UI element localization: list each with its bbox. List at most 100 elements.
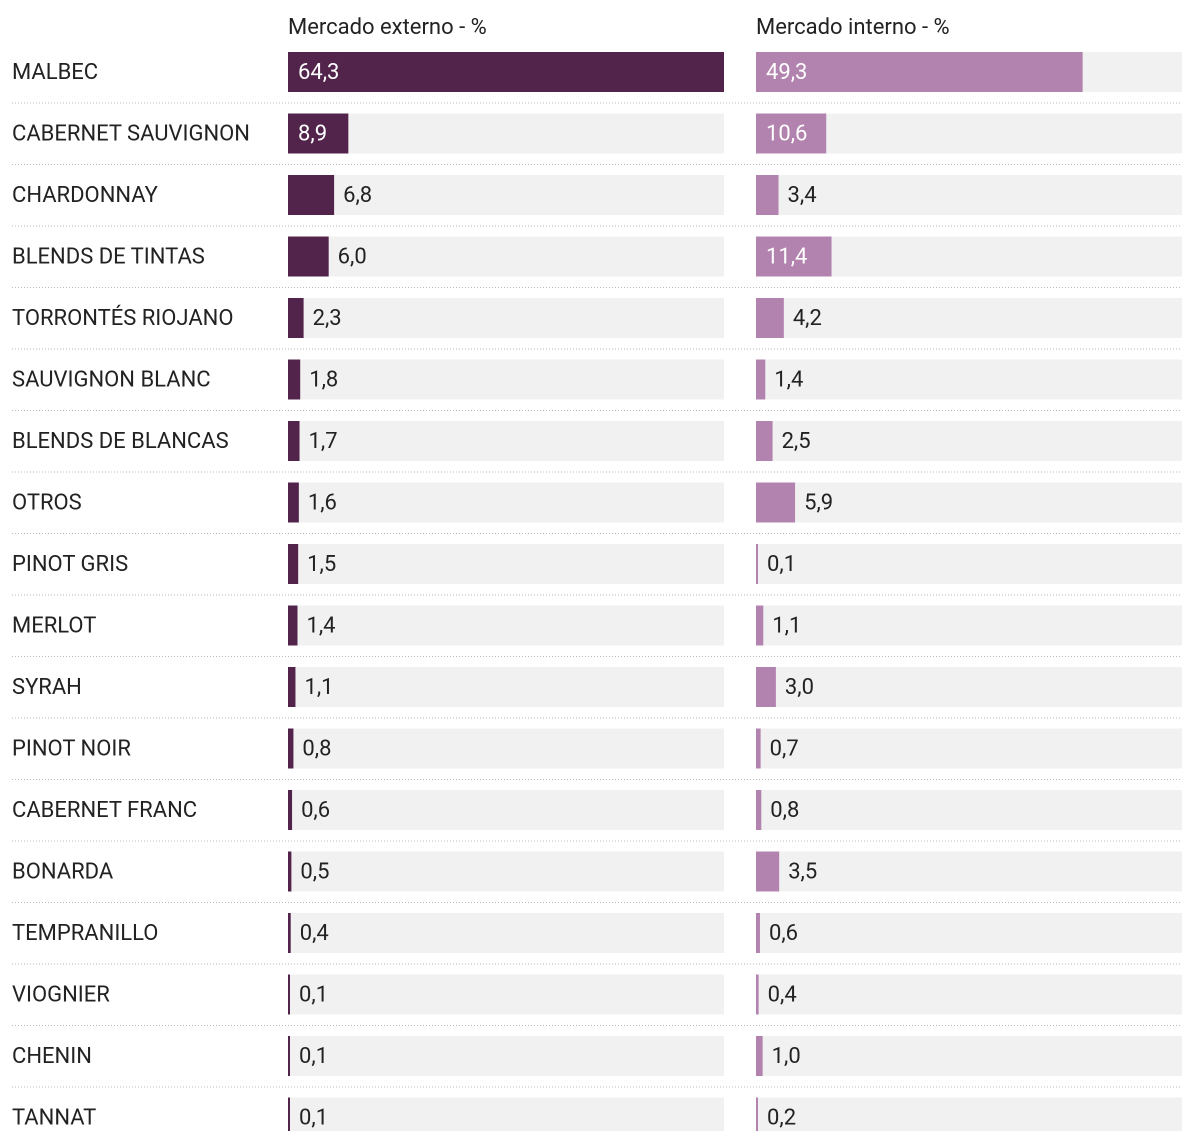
bar (756, 605, 764, 646)
bar (756, 482, 796, 523)
value-label: 49,3 (766, 60, 807, 85)
value-label: 4,2 (793, 306, 822, 331)
category-label: TEMPRANILLO (12, 921, 158, 946)
bar-background (756, 175, 1182, 215)
category-label: CABERNET SAUVIGNON (12, 121, 250, 146)
category-label: CHARDONNAY (12, 183, 159, 208)
value-label: 1,6 (308, 490, 337, 515)
bar (288, 298, 304, 338)
value-label: 64,3 (298, 60, 339, 85)
bar (288, 728, 294, 769)
bar (288, 236, 329, 277)
category-label: PINOT NOIR (12, 736, 131, 761)
bar (288, 667, 296, 707)
bar-background (288, 851, 724, 892)
category-label: BLENDS DE TINTAS (12, 244, 205, 269)
bar (756, 1097, 758, 1135)
bar-background (756, 1036, 1182, 1076)
bar (288, 790, 293, 830)
value-label: 0,5 (300, 859, 329, 884)
category-label: VIOGNIER (12, 982, 110, 1007)
bar-background (288, 605, 724, 646)
value-label: 1,4 (306, 613, 335, 638)
bar (756, 790, 762, 830)
value-label: 10,6 (766, 121, 807, 146)
value-label: 1,1 (304, 675, 333, 700)
value-label: 5,9 (804, 490, 833, 515)
bar-background (288, 359, 724, 400)
value-label: 0,8 (302, 736, 331, 761)
bar-background (756, 482, 1182, 523)
bar (756, 52, 1083, 92)
value-label: 6,8 (343, 183, 372, 208)
bar (288, 175, 335, 215)
category-label: OTROS (12, 490, 82, 515)
value-label: 2,5 (782, 429, 811, 454)
bar (288, 544, 299, 584)
category-label: SAUVIGNON BLANC (12, 367, 211, 392)
bar (756, 298, 784, 338)
value-label: 0,6 (301, 798, 330, 823)
bar (756, 421, 773, 461)
value-label: 0,7 (770, 736, 799, 761)
bar (756, 851, 780, 892)
bar-background (756, 421, 1182, 461)
bar (756, 728, 761, 769)
value-label: 1,8 (309, 367, 338, 392)
bar (288, 974, 290, 1015)
bar (756, 113, 827, 154)
bar (756, 359, 766, 400)
bar-background (288, 298, 724, 338)
category-label: SYRAH (12, 675, 82, 700)
value-label: 0,4 (768, 982, 797, 1007)
value-label: 2,3 (313, 306, 342, 331)
bar (756, 175, 779, 215)
bar (288, 359, 301, 400)
value-label: 0,1 (299, 982, 328, 1007)
category-label: TORRONTÉS RIOJANO (12, 305, 234, 331)
value-label: 8,9 (298, 121, 327, 146)
value-label: 0,1 (299, 1105, 328, 1130)
bar (288, 605, 298, 646)
bar-background (288, 667, 724, 707)
bar-background (756, 113, 1182, 154)
bar-background (288, 175, 724, 215)
value-label: 3,5 (788, 859, 817, 884)
value-label: 1,0 (772, 1044, 801, 1069)
column-header: Mercado interno - % (756, 15, 950, 40)
value-label: 0,6 (769, 921, 798, 946)
value-label: 3,0 (785, 675, 814, 700)
bar-background (288, 790, 724, 830)
value-label: 0,4 (300, 921, 329, 946)
bar-background (288, 974, 724, 1015)
bar-background (288, 421, 724, 461)
column-header: Mercado externo - % (288, 15, 487, 40)
bar (288, 851, 292, 892)
bar (288, 913, 291, 953)
category-label: BLENDS DE BLANCAS (12, 429, 229, 454)
bar-background (288, 728, 724, 769)
bar (756, 974, 759, 1015)
value-label: 0,2 (767, 1105, 796, 1130)
bar (288, 482, 299, 523)
category-label: PINOT GRIS (12, 552, 128, 577)
value-label: 3,4 (788, 183, 817, 208)
bar-background (288, 544, 724, 584)
bar-background (756, 605, 1182, 646)
value-label: 1,7 (309, 429, 338, 454)
bar (288, 1097, 290, 1135)
value-label: 1,5 (307, 552, 336, 577)
value-label: 0,1 (767, 552, 796, 577)
bar-background (288, 1036, 724, 1076)
bar (288, 1036, 290, 1076)
category-label: MALBEC (12, 60, 98, 85)
value-label: 0,8 (770, 798, 799, 823)
category-label: CABERNET FRANC (12, 798, 197, 823)
value-label: 6,0 (338, 244, 367, 269)
category-label: MERLOT (12, 613, 96, 638)
bar (756, 544, 758, 584)
bar-background (756, 667, 1182, 707)
value-label: 0,1 (299, 1044, 328, 1069)
bar (288, 113, 349, 154)
bar-background (756, 544, 1182, 584)
